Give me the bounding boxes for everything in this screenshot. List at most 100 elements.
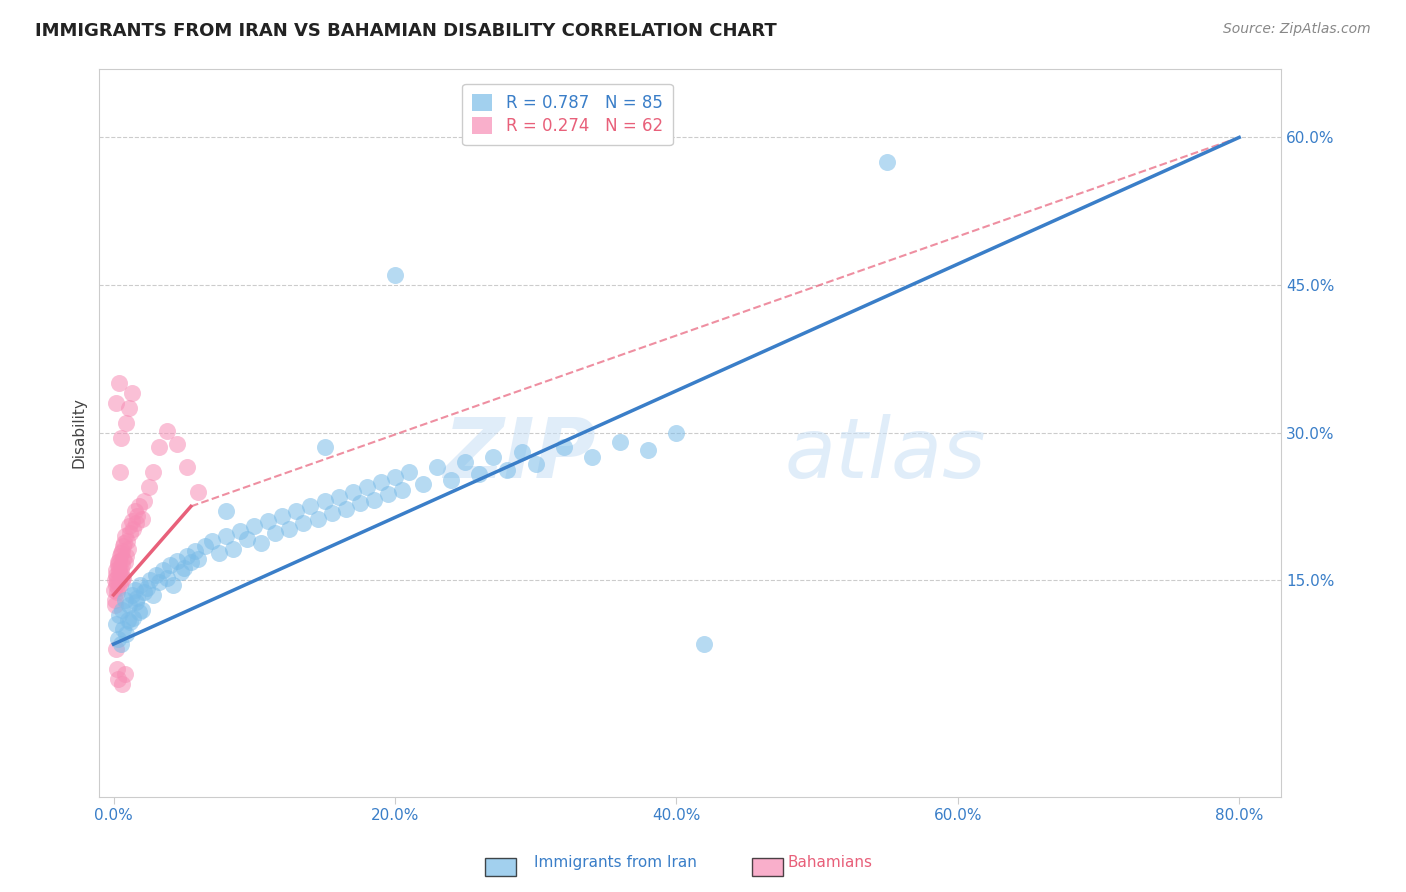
Point xyxy=(342,484,364,499)
Point xyxy=(125,595,148,609)
Point xyxy=(110,563,132,577)
Point xyxy=(128,605,150,619)
Point xyxy=(412,476,434,491)
Point xyxy=(335,502,357,516)
Point xyxy=(180,556,202,570)
Point xyxy=(482,450,505,465)
Point xyxy=(120,615,142,629)
Point xyxy=(110,549,132,563)
Point xyxy=(105,585,128,599)
Point xyxy=(115,549,138,563)
Point xyxy=(111,676,134,690)
Point xyxy=(108,553,131,567)
Point xyxy=(321,506,343,520)
Point xyxy=(377,486,399,500)
Point xyxy=(122,522,145,536)
Point xyxy=(363,492,385,507)
Point xyxy=(176,460,198,475)
Point xyxy=(124,504,146,518)
Point xyxy=(111,603,134,617)
Point xyxy=(215,529,238,543)
Point xyxy=(110,430,132,444)
Point xyxy=(194,539,217,553)
Point xyxy=(398,465,420,479)
Point xyxy=(454,455,477,469)
Point xyxy=(105,575,128,590)
Point xyxy=(121,386,143,401)
Point xyxy=(156,424,179,438)
Point xyxy=(112,551,135,566)
Point xyxy=(152,563,174,577)
Point xyxy=(108,376,131,391)
Y-axis label: Disability: Disability xyxy=(72,397,86,468)
Point xyxy=(440,473,463,487)
Point xyxy=(107,571,129,585)
Point xyxy=(136,581,159,595)
Point xyxy=(117,613,139,627)
Text: atlas: atlas xyxy=(785,414,987,495)
Point xyxy=(107,632,129,647)
Point xyxy=(114,529,136,543)
Point xyxy=(138,480,160,494)
Text: ZIP: ZIP xyxy=(443,414,596,495)
Point xyxy=(356,480,378,494)
Point xyxy=(328,490,350,504)
Point xyxy=(115,627,138,641)
Point xyxy=(112,623,135,637)
Point xyxy=(105,578,128,592)
Point xyxy=(468,467,491,481)
Point xyxy=(122,610,145,624)
Point xyxy=(111,558,134,573)
Point xyxy=(145,568,167,582)
Point xyxy=(187,551,209,566)
Point xyxy=(111,543,134,558)
Point xyxy=(162,578,184,592)
Point xyxy=(114,556,136,570)
Point xyxy=(105,396,128,410)
Point xyxy=(553,441,575,455)
Point xyxy=(134,585,156,599)
Point xyxy=(170,566,193,580)
Point xyxy=(114,666,136,681)
Point xyxy=(292,516,315,530)
Point xyxy=(314,441,336,455)
Text: Immigrants from Iran: Immigrants from Iran xyxy=(534,855,697,870)
Point xyxy=(370,475,392,489)
Point xyxy=(110,546,132,560)
Point xyxy=(229,524,252,538)
Point xyxy=(125,516,148,530)
Point xyxy=(118,598,141,612)
Point xyxy=(201,533,224,548)
Point xyxy=(104,593,127,607)
Point xyxy=(108,465,131,479)
Point xyxy=(166,553,188,567)
Point xyxy=(307,512,329,526)
Point xyxy=(108,578,131,592)
Point xyxy=(104,573,127,587)
Point xyxy=(510,445,533,459)
Point xyxy=(104,598,127,612)
Point xyxy=(112,536,135,550)
Point xyxy=(128,500,150,514)
Point xyxy=(299,500,322,514)
Point xyxy=(236,532,259,546)
Point xyxy=(103,582,125,597)
Point xyxy=(609,435,631,450)
Point xyxy=(127,591,149,605)
Point xyxy=(876,155,898,169)
Point xyxy=(314,494,336,508)
Point xyxy=(278,522,301,536)
Point xyxy=(105,563,128,577)
Point xyxy=(184,543,207,558)
Point xyxy=(264,525,287,540)
Point xyxy=(104,642,127,657)
Point xyxy=(108,561,131,575)
Point xyxy=(250,536,273,550)
Point xyxy=(215,504,238,518)
Point xyxy=(110,637,132,651)
Point xyxy=(105,662,128,676)
Point xyxy=(120,525,142,540)
Point xyxy=(176,549,198,563)
Point xyxy=(139,573,162,587)
Point xyxy=(222,541,245,556)
